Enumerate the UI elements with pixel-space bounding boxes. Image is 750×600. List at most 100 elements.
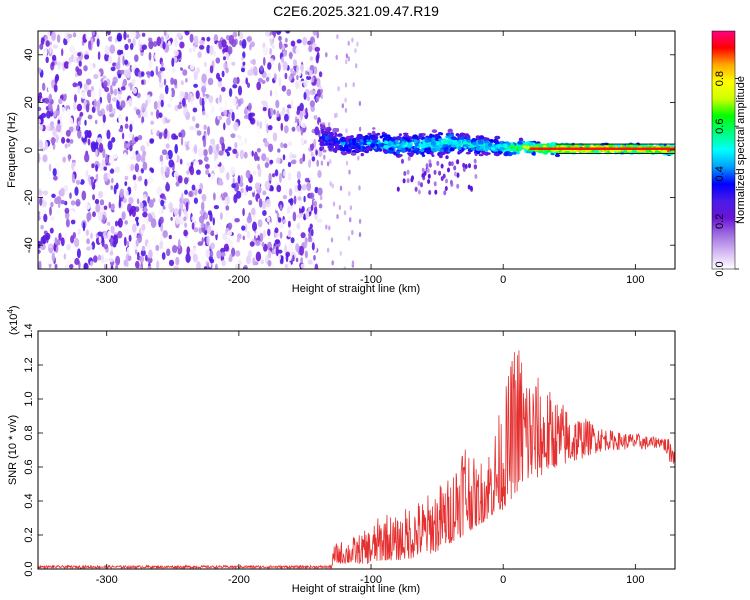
heatmap-cell	[66, 108, 71, 118]
heatmap-cell	[203, 156, 209, 162]
heatmap-cell	[174, 135, 179, 140]
heatmap-cell	[118, 128, 124, 133]
heatmap-cell	[55, 134, 60, 143]
heatmap-cell	[289, 51, 293, 60]
heatmap-cell	[109, 168, 115, 174]
heatmap-cell	[64, 233, 67, 243]
heatmap-cell	[110, 203, 115, 211]
heatmap-cell	[426, 168, 430, 173]
heatmap-cell	[99, 41, 103, 52]
heatmap-cell	[232, 205, 238, 212]
heatmap-cell	[38, 124, 44, 131]
heatmap-cell	[276, 157, 281, 164]
heatmap-cell	[370, 143, 376, 148]
heatmap-cell	[264, 141, 270, 148]
heatmap-cell	[63, 253, 67, 260]
heatmap-cell	[226, 172, 230, 181]
heatmap-cell	[276, 116, 281, 122]
heatmap-cell	[213, 205, 219, 210]
heatmap-cell	[51, 54, 57, 62]
heatmap-cell	[345, 149, 352, 152]
heatmap-cell	[38, 153, 41, 163]
heatmap-cell	[280, 256, 284, 262]
heatmap-cell	[358, 185, 361, 191]
heatmap-cell	[324, 135, 329, 140]
snr-x-label: Height of straight line (km)	[292, 583, 420, 595]
heatmap-cell	[267, 260, 272, 267]
heatmap-cell	[295, 80, 299, 90]
heatmap-cell	[53, 242, 57, 252]
heatmap-cell	[334, 143, 340, 147]
heatmap-cell	[277, 249, 283, 254]
heatmap-cell	[96, 137, 103, 144]
heatmap-cell	[339, 250, 342, 256]
heatmap-cell	[273, 140, 278, 147]
heatmap-cell	[199, 39, 205, 46]
heatmap-cell	[160, 199, 165, 207]
heatmap-cell	[494, 135, 501, 140]
heatmap-cell	[98, 142, 104, 153]
heatmap-cell	[241, 67, 245, 73]
heatmap-cell	[145, 254, 148, 262]
heatmap-cell	[456, 172, 460, 178]
heatmap-cell	[210, 173, 216, 182]
heatmap-cell	[202, 138, 207, 148]
heatmap-cell	[462, 167, 466, 172]
heatmap-cell	[278, 40, 283, 50]
heatmap-cell	[158, 74, 162, 83]
heatmap-cell	[193, 160, 200, 169]
heatmap-cell	[316, 79, 321, 87]
heatmap-cell	[245, 77, 248, 85]
heatmap-cell	[185, 201, 189, 212]
heatmap-cell	[209, 250, 214, 258]
heatmap-cell	[356, 41, 359, 47]
heatmap-cell	[313, 115, 318, 120]
y-tick-label: 0	[23, 147, 35, 153]
heatmap-cell	[488, 139, 494, 143]
heatmap-cell	[167, 130, 170, 141]
heatmap-cell	[147, 265, 152, 269]
heatmap-cell	[453, 165, 457, 171]
heatmap-cell	[181, 192, 184, 203]
heatmap-cell	[204, 163, 210, 169]
heatmap-cell	[213, 255, 217, 263]
heatmap-cell	[51, 193, 56, 198]
heatmap-cell	[69, 45, 75, 54]
heatmap-cell	[109, 251, 114, 256]
heatmap-cell	[69, 192, 72, 199]
heatmap-cell	[113, 203, 118, 213]
heatmap-cell	[88, 130, 92, 139]
heatmap-cell	[79, 111, 84, 117]
colorbar-tick-label: 0.4	[714, 166, 726, 181]
heatmap-cell	[116, 32, 123, 42]
heatmap-cell	[174, 171, 178, 178]
heatmap-cell	[206, 235, 210, 246]
heatmap-cell	[498, 150, 503, 154]
heatmap-cell	[410, 177, 414, 183]
heatmap-cell	[258, 198, 263, 208]
heatmap-cell	[311, 76, 315, 83]
heatmap-cell	[146, 241, 151, 250]
heatmap-cell	[97, 51, 101, 60]
heatmap-cell	[281, 56, 285, 64]
heatmap-cell	[284, 244, 287, 253]
heatmap-cell	[89, 260, 94, 267]
heatmap-cell	[241, 39, 247, 49]
heatmap-cell	[150, 218, 157, 229]
heatmap-cell	[124, 228, 131, 235]
heatmap-cell	[171, 57, 175, 67]
heatmap-cell	[227, 46, 233, 55]
heatmap-cell	[125, 116, 129, 122]
heatmap-cell	[108, 257, 114, 263]
heatmap-cell	[150, 111, 154, 116]
heatmap-cell	[93, 98, 97, 109]
heatmap-cell	[428, 162, 432, 168]
heatmap-cell	[344, 97, 347, 103]
heatmap-cell	[236, 238, 240, 243]
heatmap-cell	[463, 141, 468, 145]
heatmap-cell	[109, 44, 116, 54]
heatmap-cell	[262, 229, 266, 238]
heatmap-cell	[231, 97, 237, 105]
heatmap-cell	[290, 237, 295, 244]
heatmap-cell	[443, 146, 449, 151]
